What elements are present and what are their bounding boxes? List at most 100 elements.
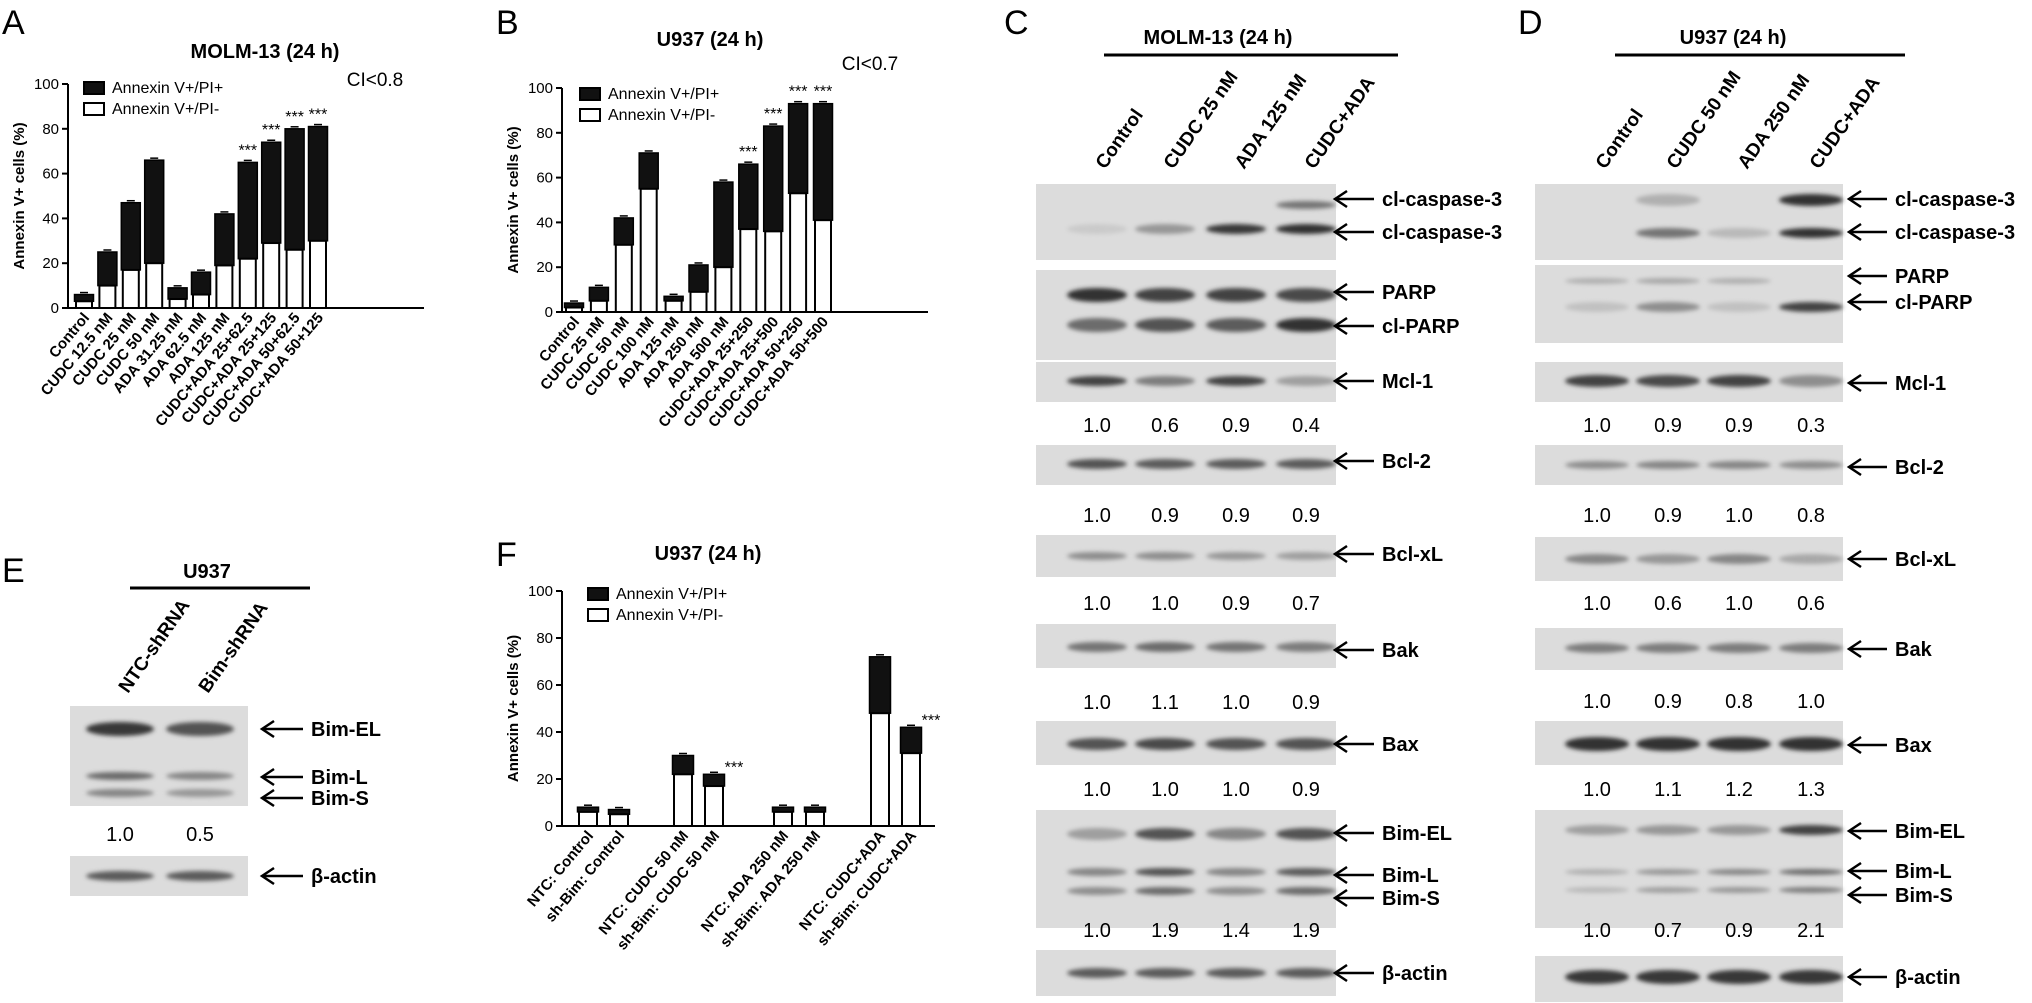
blot-band (1067, 459, 1127, 469)
band-arrowhead (1846, 292, 1862, 312)
lane-label: CUDC+ADA (1806, 73, 1885, 173)
band-quantification: 0.9 (1654, 691, 1682, 713)
band-quantification: 1.1 (1654, 779, 1682, 801)
blot-band (1707, 228, 1771, 238)
bar-segment-pi-neg (285, 248, 304, 309)
bar-segment-pi-neg (98, 284, 117, 310)
y-tick-label: 100 (528, 583, 553, 600)
band-quantification: 1.0 (1222, 692, 1250, 714)
y-tick-label: 80 (42, 121, 59, 138)
bar-segment-pi-pos (97, 251, 118, 287)
band-arrowhead (1332, 316, 1348, 336)
band-quantification: 1.0 (1583, 505, 1611, 527)
panel-letter-f: F (496, 536, 517, 574)
band-arrowhead (259, 767, 275, 787)
bar-segment-pi-neg (773, 810, 793, 828)
blot-band (1636, 869, 1700, 875)
band-label: Bim-L (311, 767, 368, 789)
blot-band (1067, 828, 1127, 840)
band-label: Bak (1895, 639, 1933, 661)
blot-band (1135, 828, 1195, 840)
bar-segment-pi-pos (237, 161, 259, 260)
blot-band (1276, 738, 1336, 750)
lane-label: CUDC+ADA (1301, 73, 1380, 173)
blot-title: MOLM-13 (24 h) (1144, 27, 1293, 49)
panel-letter-d: D (1518, 4, 1543, 42)
blot-band (1067, 224, 1127, 234)
blot-band (1276, 459, 1336, 469)
blot-strip (1036, 270, 1336, 360)
blot-band (1135, 288, 1195, 302)
band-label: cl-caspase-3 (1895, 222, 2015, 244)
y-tick-label: 20 (536, 771, 553, 788)
band-label: PARP (1895, 266, 1949, 288)
chart-b: U937 (24 h) 0 20 40 60 80 100 Annexin V+ cells … (505, 29, 928, 431)
blot-band (1565, 970, 1629, 984)
band-arrowhead (1332, 865, 1348, 885)
band-quantification: 0.3 (1797, 415, 1825, 437)
legend-swatch (587, 608, 609, 622)
blot-band (1636, 461, 1700, 469)
blot-band (1707, 869, 1771, 875)
blot-band (1707, 278, 1771, 284)
panel-letter-b: B (496, 4, 519, 42)
band-quantification: 1.0 (1083, 593, 1111, 615)
band-arrowhead (1846, 821, 1862, 841)
blot-band (1206, 288, 1266, 302)
band-arrowhead (259, 719, 275, 739)
blot-band (1206, 224, 1266, 234)
band-arrowhead (1332, 544, 1348, 564)
bar-segment-pi-neg (901, 752, 921, 828)
band-label: Bim-S (311, 788, 369, 810)
legend-swatch (83, 81, 105, 95)
blot-band (1779, 970, 1843, 984)
band-label: Bim-EL (1895, 821, 1965, 843)
band-label: Bcl-xL (1895, 549, 1956, 571)
bar-segment-pi-pos (260, 141, 282, 244)
blot-band (1779, 228, 1843, 238)
significance-label: *** (725, 759, 744, 776)
band-label: β-actin (1382, 963, 1448, 985)
band-label: cl-PARP (1382, 316, 1459, 338)
bar-segment-pi-neg (309, 239, 327, 309)
blot-band (1067, 968, 1127, 978)
band-arrowhead (1846, 967, 1862, 987)
blot-band (1135, 968, 1195, 978)
blot-band (166, 871, 234, 881)
y-axis-label: Annexin V+ cells (%) (11, 122, 28, 269)
blot-band (1779, 554, 1843, 564)
blot-band (1067, 738, 1127, 750)
lane-label: ADA 125 nM (1231, 71, 1311, 173)
blot-band (1067, 642, 1127, 652)
y-tick-label: 60 (536, 677, 553, 694)
bar-segment-pi-pos (588, 286, 610, 302)
blot-band (1206, 868, 1266, 876)
blot-band (1135, 376, 1195, 386)
chart-a: MOLM-13 (24 h) 0 20 40 60 80 100 Annexin V+ cel… (11, 41, 424, 430)
blot-band (86, 772, 154, 780)
bar-segment-pi-pos (688, 264, 709, 293)
band-label: Bax (1382, 734, 1419, 756)
band-quantification: 0.9 (1151, 505, 1179, 527)
band-quantification: 1.0 (1151, 593, 1179, 615)
lane-label: Bim-shRNA (195, 598, 273, 697)
band-quantification: 1.4 (1222, 920, 1250, 942)
blot-band (1067, 376, 1127, 386)
lane-label: Control (1592, 105, 1648, 172)
blot-band (1135, 868, 1195, 876)
blot-band (1707, 461, 1771, 469)
blot-band (1206, 459, 1266, 469)
significance-label: *** (922, 712, 941, 729)
blot-band (1135, 738, 1195, 750)
blot-band (1779, 643, 1843, 653)
bar-segment-pi-neg (673, 773, 693, 827)
ci-annotation: CI<0.7 (842, 54, 899, 75)
bar-segment-pi-pos (812, 102, 834, 221)
bar-segment-pi-pos (868, 656, 892, 714)
blot-band (1636, 194, 1700, 206)
band-arrowhead (1846, 861, 1862, 881)
blot-band (1135, 318, 1195, 332)
legend-swatch (579, 108, 601, 122)
significance-label: *** (285, 109, 304, 126)
band-quantification: 0.8 (1797, 505, 1825, 527)
